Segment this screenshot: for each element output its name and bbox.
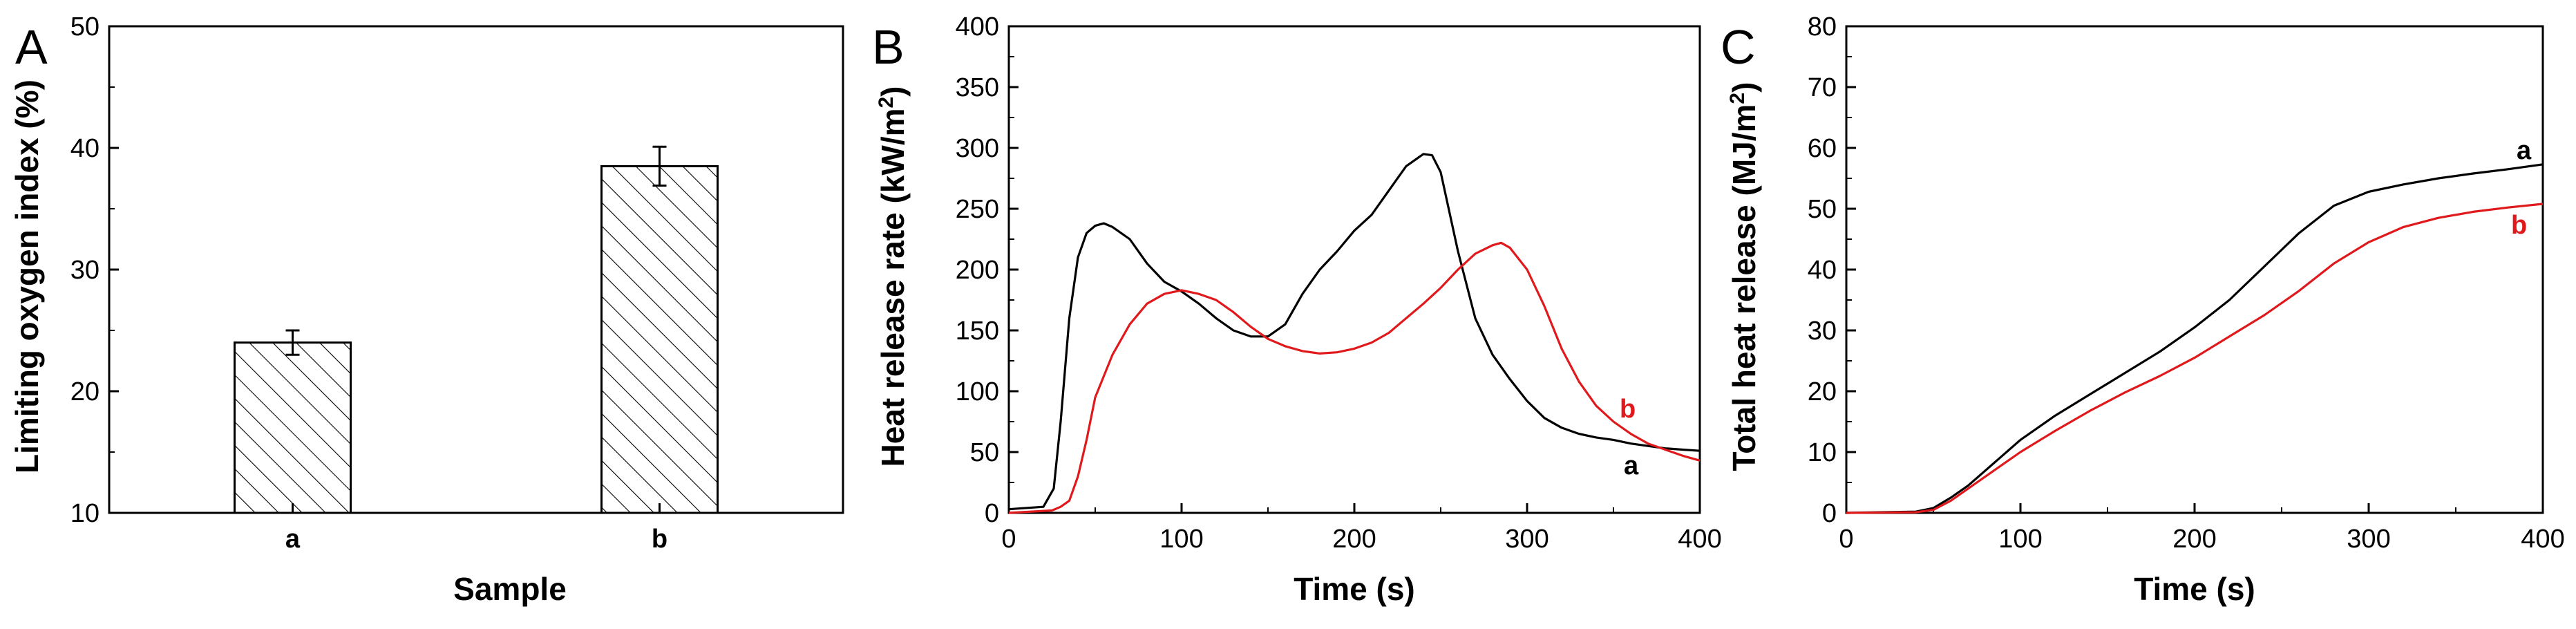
panel-c-y-tick-label: 80	[1808, 12, 1837, 41]
panel-b-y-tick-label: 250	[956, 195, 999, 224]
panel-b-y-tick-label: 50	[970, 438, 999, 467]
panel-c-y-tick-label: 20	[1808, 377, 1837, 406]
panel-b-y-tick-label: 0	[985, 499, 999, 528]
panel-c-y-tick-label: 70	[1808, 73, 1837, 102]
panel-c-line-chart: C Total heat release (MJ/m2) Time (s) 0 1…	[1721, 12, 2565, 607]
panel-a-x-tick-label-b: b	[652, 525, 667, 554]
panel-b-y-tick-label: 300	[956, 134, 999, 163]
panel-c-y-tick-label: 0	[1822, 499, 1837, 528]
panel-a-bar-b	[600, 165, 719, 514]
panel-c-series-a-label: a	[2517, 136, 2532, 165]
panel-a-y-tick-label: 40	[70, 134, 100, 163]
panel-b-x-axis-title: Time (s)	[1294, 571, 1415, 607]
panel-b-x-tick-label: 200	[1332, 525, 1376, 554]
panel-c-plot-area: 0 10 20 30 40 50 60 70 80 0 100 200 300 400	[1808, 12, 2565, 554]
panel-a-y-tick-label: 30	[70, 256, 100, 285]
panel-c-y-tick-label: 30	[1808, 317, 1837, 346]
panel-b-y-tick-label: 200	[956, 256, 999, 285]
panel-a-y-tick-label: 10	[70, 499, 100, 528]
panel-b-y-tick-label: 100	[956, 377, 999, 406]
panel-b-y-tick-label: 350	[956, 73, 999, 102]
panel-b-x-tick-label: 400	[1678, 525, 1721, 554]
panel-a-axes-frame	[108, 25, 844, 514]
panel-c-x-tick-label: 100	[1998, 525, 2042, 554]
panel-c-y-axis-title: Total heat release (MJ/m2)	[1726, 82, 1762, 471]
panel-b-x-tick-label: 0	[1001, 525, 1016, 554]
panel-c-series-b-line	[1846, 203, 2544, 514]
panel-c-y-tick-label: 40	[1808, 256, 1837, 285]
panel-b-y-axis-title: Heat release rate (kW/m2)	[875, 86, 911, 467]
panel-b-y-tick-label: 150	[956, 317, 999, 346]
panel-b-series-a-label: a	[1624, 451, 1639, 480]
panel-c-letter: C	[1721, 20, 1756, 74]
panel-c-x-tick-label: 200	[2172, 525, 2216, 554]
panel-a-x-tick-label-a: a	[285, 525, 301, 554]
panel-b-y-tick-label: 400	[956, 12, 999, 41]
panel-b-x-tick-label: 100	[1159, 525, 1203, 554]
panel-b-axes-frame	[1007, 25, 1701, 514]
panel-c-y-tick-label: 10	[1808, 438, 1837, 467]
panel-b-series-a-line	[1008, 153, 1701, 511]
panel-b-plot-area: 0 50 100 150 200 250 300 350 400 0 100 200 300 400	[956, 12, 1722, 554]
panel-c-y-tick-label: 50	[1808, 195, 1837, 224]
panel-a-y-tick-label: 50	[70, 12, 100, 41]
panel-c-x-tick-label: 300	[2347, 525, 2390, 554]
panel-b-series-b-label: b	[1620, 395, 1636, 424]
panel-c-series-a-line	[1846, 163, 2544, 514]
panel-b-x-tick-label: 300	[1505, 525, 1549, 554]
panel-c-axes-frame	[1845, 25, 2544, 514]
panel-c-y-tick-label: 60	[1808, 134, 1837, 163]
panel-c-x-axis-title: Time (s)	[2134, 571, 2255, 607]
panel-a-x-axis-title: Sample	[453, 571, 567, 607]
panel-b-line-chart: B Heat release rate (kW/m2) Time (s) 0 50…	[872, 12, 1722, 607]
panel-c-x-tick-label: 0	[1839, 525, 1853, 554]
panel-c-x-tick-label: 400	[2521, 525, 2564, 554]
panel-a-plot-area: 10 20 30 40 50 a b	[70, 12, 844, 554]
panel-b-series-b-line	[1008, 241, 1701, 514]
panel-a-bar-a	[234, 341, 352, 514]
panel-a-letter: A	[15, 20, 48, 74]
panel-a-y-tick-label: 20	[70, 377, 100, 406]
panel-a-y-axis-title: Limiting oxygen index (%)	[9, 79, 45, 473]
panel-c-series-b-label: b	[2511, 211, 2527, 240]
panel-b-letter: B	[872, 20, 905, 74]
panel-a-bar-chart: A Limiting oxygen index (%) Sample 10 20 3…	[9, 12, 844, 607]
